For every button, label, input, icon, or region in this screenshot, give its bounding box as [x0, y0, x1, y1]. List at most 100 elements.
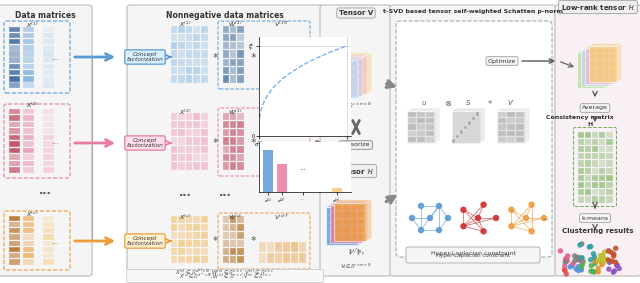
Bar	[585, 153, 591, 159]
Bar	[298, 75, 305, 83]
Bar	[42, 134, 54, 140]
Bar	[178, 137, 185, 145]
Bar	[178, 239, 185, 246]
Bar	[230, 25, 236, 33]
Text: $*$: $*$	[487, 98, 493, 108]
Circle shape	[579, 265, 583, 269]
Polygon shape	[330, 55, 367, 58]
Bar	[8, 51, 19, 57]
FancyBboxPatch shape	[320, 5, 391, 276]
FancyBboxPatch shape	[127, 5, 323, 276]
Bar	[339, 236, 346, 242]
Bar	[602, 72, 608, 78]
Bar	[201, 137, 207, 145]
Bar	[331, 213, 338, 220]
Bar	[42, 141, 54, 147]
Bar	[595, 58, 601, 64]
Bar	[335, 79, 342, 85]
Bar	[178, 34, 185, 41]
Bar	[201, 256, 207, 263]
Bar	[331, 81, 338, 88]
Bar	[237, 248, 243, 254]
Bar	[193, 146, 200, 153]
Bar	[606, 70, 612, 76]
Bar	[586, 56, 592, 62]
Bar	[298, 241, 305, 252]
Bar	[259, 57, 266, 65]
Bar	[22, 108, 33, 114]
Bar	[193, 121, 200, 128]
Bar	[498, 125, 506, 130]
Bar	[170, 50, 177, 58]
Bar	[22, 115, 33, 121]
Bar	[417, 118, 425, 123]
Bar	[577, 175, 584, 181]
Bar	[264, 150, 273, 192]
Circle shape	[564, 258, 568, 262]
Circle shape	[564, 259, 569, 263]
Circle shape	[614, 263, 619, 267]
Bar	[335, 230, 342, 237]
Bar	[223, 231, 229, 239]
Bar	[170, 59, 177, 66]
Bar	[237, 231, 243, 239]
Bar	[186, 231, 192, 239]
Bar	[282, 162, 289, 170]
Circle shape	[594, 260, 598, 263]
Bar	[193, 113, 200, 120]
Bar	[585, 139, 591, 145]
Bar	[8, 259, 19, 265]
FancyBboxPatch shape	[0, 5, 92, 276]
Bar	[201, 25, 207, 33]
Circle shape	[573, 259, 577, 263]
Bar	[42, 115, 54, 121]
Bar	[170, 25, 177, 33]
Bar	[8, 234, 19, 240]
Bar	[186, 59, 192, 66]
Bar	[22, 141, 33, 147]
Bar	[22, 147, 33, 153]
Bar	[170, 129, 177, 136]
Bar	[22, 82, 33, 88]
Bar	[585, 132, 591, 138]
Bar	[193, 67, 200, 74]
Bar	[408, 118, 416, 123]
Bar	[186, 50, 192, 58]
Bar	[498, 112, 506, 117]
Bar	[170, 137, 177, 145]
Circle shape	[593, 258, 597, 262]
Bar	[8, 228, 19, 233]
Bar	[350, 208, 357, 215]
Bar	[230, 215, 236, 222]
Bar	[600, 77, 605, 83]
Bar	[417, 137, 425, 142]
Bar	[339, 213, 346, 220]
Text: V: V	[508, 100, 513, 106]
Bar	[327, 238, 333, 244]
Bar	[343, 57, 349, 63]
Circle shape	[481, 202, 486, 207]
Bar	[193, 50, 200, 58]
Bar	[201, 50, 207, 58]
Bar	[193, 129, 200, 136]
Polygon shape	[525, 108, 530, 143]
Bar	[507, 125, 515, 130]
Bar	[275, 75, 282, 83]
Bar	[606, 63, 612, 69]
Bar	[178, 59, 185, 66]
Bar	[266, 57, 273, 65]
Circle shape	[410, 215, 415, 220]
Bar	[291, 241, 298, 252]
Bar	[193, 239, 200, 246]
Bar	[178, 224, 185, 230]
Text: $V^{(v)T}$: $V^{(v)T}$	[274, 213, 290, 222]
Bar	[170, 224, 177, 230]
Bar	[8, 222, 19, 227]
Bar	[223, 50, 229, 58]
Bar	[327, 223, 333, 229]
Bar	[516, 118, 524, 123]
Text: $V^{(2)T}$: $V^{(2)T}$	[274, 108, 290, 117]
Bar	[186, 129, 192, 136]
Circle shape	[436, 203, 442, 208]
Bar	[193, 215, 200, 222]
